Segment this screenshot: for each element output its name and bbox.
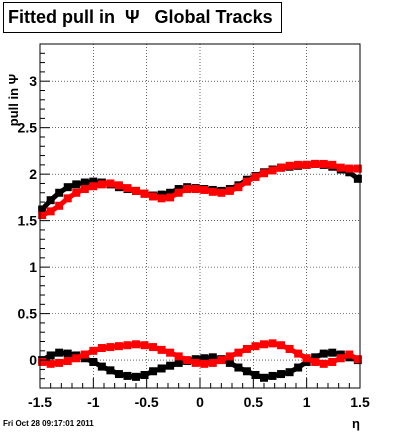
x-tick-label: -1.5 <box>28 394 52 410</box>
timestamp: Fri Oct 28 09:17:01 2011 <box>3 419 94 428</box>
series-3 <box>38 339 362 368</box>
x-tick-label: 0.5 <box>244 394 264 410</box>
y-tick-label: 2.5 <box>18 120 38 136</box>
data-point <box>353 174 362 183</box>
x-tick-label: -0.5 <box>135 394 159 410</box>
y-tick-label: 2 <box>29 166 37 182</box>
y-axis-label: pull in Ψ <box>6 74 21 126</box>
data-layer <box>38 159 362 382</box>
y-tick-label: 1.5 <box>18 213 38 229</box>
x-tick-label: 1.5 <box>350 394 370 410</box>
series-1 <box>38 159 362 220</box>
y-tick-label: 0 <box>29 352 37 368</box>
ticks: -1.5 -1 -0.5 0 0.5 1 1.5 0 0.5 1 1.5 2 2.5 3 <box>18 52 370 410</box>
grid <box>39 44 361 388</box>
x-tick-label: 1 <box>303 394 311 410</box>
x-axis-label: η <box>352 416 360 431</box>
x-tick-label: -1 <box>87 394 100 410</box>
y-tick-label: 1 <box>29 259 37 275</box>
x-tick-label: 0 <box>196 394 204 410</box>
data-point <box>353 355 362 364</box>
y-tick-label: 0.5 <box>18 306 38 322</box>
plot-title: Fitted pull in Ψ Global Tracks <box>3 2 282 33</box>
y-tick-label: 3 <box>29 73 37 89</box>
data-point <box>353 164 362 173</box>
